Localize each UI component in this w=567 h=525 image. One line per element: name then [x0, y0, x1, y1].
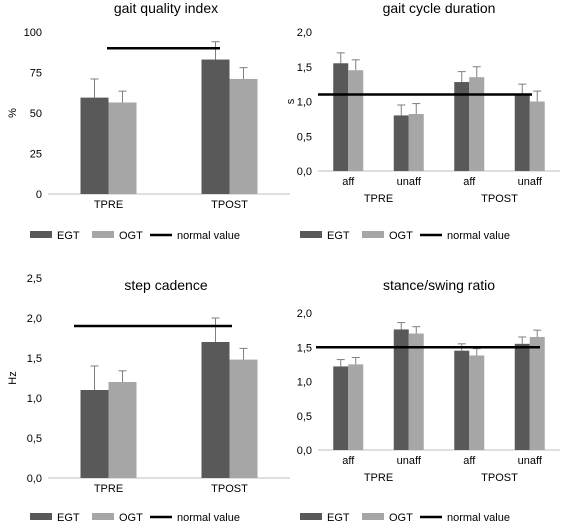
- bar-egt: [454, 350, 470, 450]
- x-tick-label: TPRE: [94, 483, 123, 495]
- chart-title: gait cycle duration: [383, 0, 496, 16]
- legend-swatch-ogt: [362, 513, 384, 520]
- legend-label-egt: EGT: [327, 512, 350, 524]
- y-tick-label: 1,0: [27, 393, 42, 405]
- legend-label-ogt: OGT: [119, 512, 143, 524]
- legend: EGT OGT normal value: [30, 230, 240, 242]
- x-tick-label: unaff: [397, 455, 422, 467]
- bar-ogt: [229, 78, 258, 194]
- panel-cad: step cadence 0,0 0,5 1,0 1,5 2,0 2,5 Hz TPRE TPOS…: [7, 273, 290, 524]
- legend: EGT OGT normal value: [30, 512, 240, 524]
- x-group-label: TPOST: [481, 472, 518, 484]
- y-tick-label: 1,5: [297, 342, 312, 354]
- bar-egt: [201, 342, 230, 478]
- legend-label-egt: EGT: [57, 512, 80, 524]
- x-group-label: TPOST: [481, 193, 518, 205]
- legend-label-normal: normal value: [447, 512, 510, 524]
- legend-label-ogt: OGT: [389, 230, 413, 242]
- y-axis-label: s: [285, 98, 297, 104]
- bar-ogt: [229, 359, 258, 478]
- bar-egt: [393, 329, 409, 450]
- legend-label-ogt: OGT: [389, 512, 413, 524]
- y-tick-label: 0,5: [297, 131, 312, 143]
- y-axis-label: Hz: [7, 371, 19, 384]
- chart-title: gait quality index: [114, 0, 218, 16]
- x-tick-label: unaff: [397, 176, 422, 188]
- bar-ogt: [529, 336, 545, 450]
- legend: EGT OGT normal value: [300, 512, 510, 524]
- x-tick-label: TPOST: [211, 483, 248, 495]
- bar-egt: [201, 59, 230, 194]
- legend-label-egt: EGT: [57, 230, 80, 242]
- bar-egt: [333, 366, 349, 450]
- y-tick-label: 1,0: [297, 97, 312, 109]
- y-tick-label: 0: [36, 189, 42, 201]
- bar-egt: [514, 94, 530, 171]
- legend: EGT OGT normal value: [300, 230, 510, 242]
- y-tick-label: 0,5: [27, 433, 42, 445]
- legend-swatch-ogt: [92, 513, 114, 520]
- x-tick-label: TPRE: [94, 199, 123, 211]
- y-tick-label: 75: [30, 68, 42, 80]
- bar-ogt: [348, 364, 364, 450]
- bar-ogt: [348, 70, 364, 171]
- chart-title: stance/swing ratio: [383, 277, 495, 293]
- x-tick-label: unaff: [518, 455, 543, 467]
- legend-swatch-ogt: [92, 231, 114, 238]
- y-axis-label: %: [7, 108, 19, 118]
- legend-label-normal: normal value: [447, 230, 510, 242]
- y-tick-label: 1,5: [297, 62, 312, 74]
- y-tick-label: 0,0: [297, 166, 312, 178]
- y-tick-label: 2,0: [27, 313, 42, 325]
- chart-title: step cadence: [124, 277, 207, 293]
- bar-ogt: [408, 114, 424, 171]
- x-group-label: TPRE: [364, 472, 393, 484]
- x-tick-label: aff: [342, 455, 355, 467]
- y-tick-label: 0,0: [297, 445, 312, 457]
- bar-egt: [80, 97, 109, 194]
- bar-ogt: [469, 355, 485, 450]
- y-tick-label: 100: [24, 27, 42, 39]
- y-tick-label: 2,0: [297, 27, 312, 39]
- bar-egt: [454, 82, 470, 171]
- x-tick-label: unaff: [518, 176, 543, 188]
- bar-ogt: [529, 101, 545, 171]
- legend-swatch-egt: [300, 513, 322, 520]
- x-tick-label: aff: [342, 176, 355, 188]
- bar-egt: [80, 390, 109, 478]
- x-tick-label: aff: [463, 176, 476, 188]
- y-tick-label: 1,5: [27, 353, 42, 365]
- legend-label-normal: normal value: [177, 230, 240, 242]
- bar-ogt: [108, 382, 137, 478]
- y-tick-label: 1,0: [297, 377, 312, 389]
- y-tick-label: 2,5: [27, 273, 42, 285]
- bar-egt: [514, 343, 530, 450]
- legend-label-normal: normal value: [177, 512, 240, 524]
- legend-label-ogt: OGT: [119, 230, 143, 242]
- panel-gcd: gait cycle duration 0,0 0,5 1,0 1,5 2,0 s aff un…: [285, 0, 560, 242]
- x-group-label: TPRE: [364, 193, 393, 205]
- x-tick-label: aff: [463, 455, 476, 467]
- bar-egt: [393, 115, 409, 171]
- panel-ssr: stance/swing ratio 0,0 0,5 1,0 1,5 2,0 aff unaf…: [297, 277, 560, 524]
- bar-ogt: [108, 102, 137, 194]
- legend-label-egt: EGT: [327, 230, 350, 242]
- y-tick-label: 0,0: [27, 473, 42, 485]
- bar-egt: [333, 63, 349, 171]
- y-tick-label: 25: [30, 149, 42, 161]
- bar-ogt: [408, 333, 424, 450]
- legend-swatch-egt: [30, 231, 52, 238]
- bar-ogt: [469, 77, 485, 171]
- panel-gqi: gait quality index 0 25 50 75 100% TPRE TPOST EG…: [7, 0, 290, 242]
- legend-swatch-egt: [30, 513, 52, 520]
- y-tick-label: 2,0: [297, 308, 312, 320]
- y-tick-label: 50: [30, 108, 42, 120]
- legend-swatch-egt: [300, 231, 322, 238]
- x-tick-label: TPOST: [211, 199, 248, 211]
- y-tick-label: 0,5: [297, 411, 312, 423]
- legend-swatch-ogt: [362, 231, 384, 238]
